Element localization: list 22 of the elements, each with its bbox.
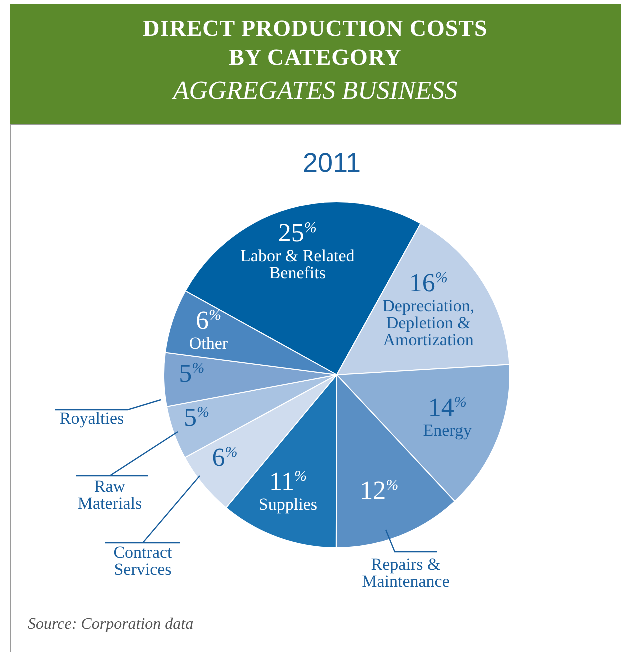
slice-label: Labor & Related Benefits: [240, 246, 356, 282]
slice-label: Raw Materials: [78, 477, 142, 513]
text: 2011: [302, 148, 362, 179]
data-label: 12$^{%}$: [360, 476, 399, 505]
data-label: 11$^{%}$: [269, 466, 307, 496]
data-label: 14$^{%}$: [428, 392, 467, 422]
slice-label: Contract Services: [114, 543, 173, 579]
slice-label: Supplies: [258, 494, 318, 514]
slice-label: Other: [189, 334, 228, 353]
data-label: 5$^{%}$: [184, 403, 210, 432]
data-label: 6$^{%}$: [212, 442, 238, 472]
source-note: Source: Corporation data: [28, 616, 194, 634]
slice-label: Royalties: [60, 409, 124, 428]
slice-label: Energy: [423, 420, 473, 440]
slice-label: Repairs & Maintenance: [362, 555, 450, 591]
chart-title: DIRECT PRODUCTION COSTS BY CATEGORY: [142, 15, 489, 72]
data-label: 5$^{%}$: [179, 358, 205, 388]
slice-label: Depreciation, Depletion & Amortization: [382, 296, 475, 350]
data-label: 6$^{%}$: [196, 306, 222, 335]
data-label: 25$^{%}$: [278, 218, 317, 248]
chart-subtitle: AGGREGATES BUSINESS: [171, 75, 459, 107]
data-label: 16$^{%}$: [409, 268, 448, 298]
